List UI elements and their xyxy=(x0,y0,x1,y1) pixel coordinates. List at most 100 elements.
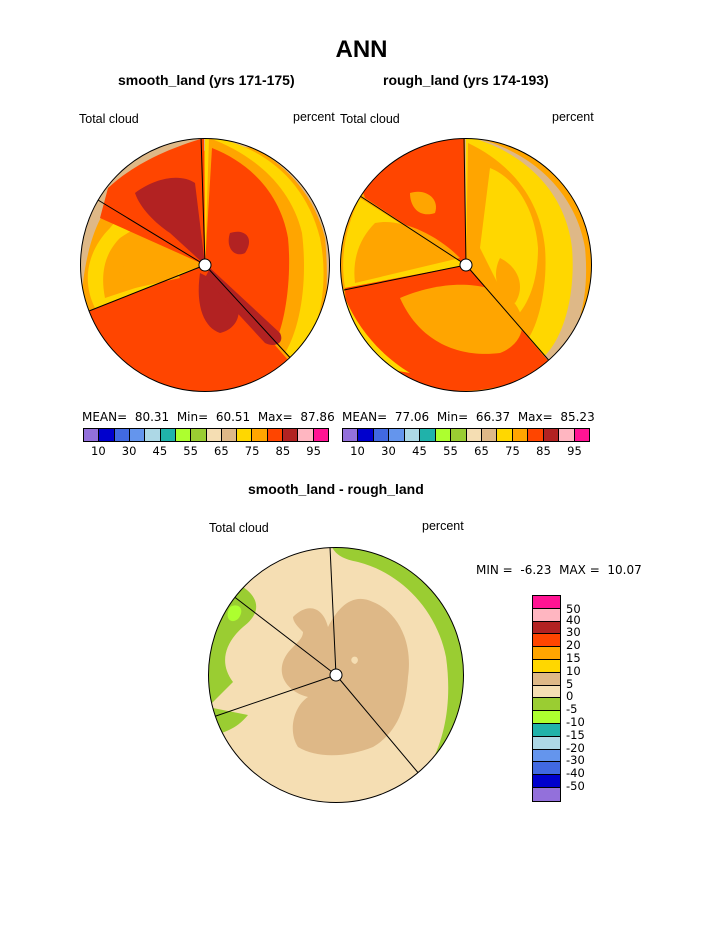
colorbar-swatch xyxy=(404,429,421,441)
colorbar-tick-label: 45 xyxy=(412,444,427,458)
colorbar-swatch xyxy=(114,429,130,441)
colorbar-tick-label: 20 xyxy=(566,638,581,653)
colorbar-swatch xyxy=(129,429,146,441)
colorbar-tick-label: 65 xyxy=(474,444,489,458)
panel-1-mean-label: MEAN= xyxy=(82,410,128,424)
panel-1-mean: 80.31 xyxy=(134,410,170,424)
panel-2-mean: 77.06 xyxy=(394,410,430,424)
panel-2-max: 85.23 xyxy=(560,410,595,424)
colorbar-swatch xyxy=(512,429,529,441)
panel-1-min: 60.51 xyxy=(215,410,251,424)
colorbar-tick-label: -5 xyxy=(566,702,578,717)
colorbar-tick-label: 30 xyxy=(381,444,396,458)
colorbar-swatch xyxy=(533,698,560,712)
panel-1-max: 87.86 xyxy=(300,410,335,424)
panel-1-title: smooth_land (yrs 171-175) xyxy=(118,72,295,88)
diff-title: smooth_land - rough_land xyxy=(248,481,424,497)
colorbar-swatch xyxy=(466,429,482,441)
panel-2-stats: MEAN= 77.06 Min= 66.37 Max= 85.23 xyxy=(342,410,595,424)
colorbar-swatch xyxy=(298,429,314,441)
colorbar-swatch xyxy=(533,723,560,737)
colorbar-tick-label: 50 xyxy=(566,602,581,616)
polar-map-smooth-land xyxy=(80,138,330,392)
colorbar-swatch xyxy=(160,429,176,441)
panel-2-variable-label: Total cloud xyxy=(340,112,400,126)
colorbar-swatch xyxy=(533,787,560,801)
colorbar-swatch xyxy=(175,429,192,441)
colorbar-swatch xyxy=(533,621,560,635)
colorbar-swatch xyxy=(533,749,560,763)
colorbar-swatch xyxy=(206,429,222,441)
polar-map-difference xyxy=(208,547,464,803)
colorbar-swatch xyxy=(533,672,560,686)
colorbar-tick-label: -50 xyxy=(566,779,585,793)
colorbar-swatch xyxy=(528,429,544,441)
colorbar-tick-label: 45 xyxy=(152,444,168,458)
panel-1-variable-label: Total cloud xyxy=(79,112,139,126)
panel-2-mean-label: MEAN= xyxy=(342,410,388,424)
diff-units-label: percent xyxy=(422,519,464,533)
colorbar-tick-label: 5 xyxy=(566,676,574,691)
colorbar-tick-label: -20 xyxy=(566,740,585,755)
colorbar-tick-label: 0 xyxy=(566,689,574,704)
colorbar-swatch xyxy=(84,429,100,441)
colorbar-swatch xyxy=(389,429,405,441)
colorbar-swatch xyxy=(497,429,513,441)
colorbar-swatch xyxy=(145,429,161,441)
diff-stats: MIN = -6.23 MAX = 10.07 xyxy=(476,563,642,577)
diff-max-label: MAX = xyxy=(559,563,600,577)
colorbar-swatch xyxy=(435,429,452,441)
colorbar-tick-label: 55 xyxy=(183,444,198,458)
colorbar-tick-label: 85 xyxy=(275,444,291,458)
diff-min-label: MIN = xyxy=(476,563,513,577)
colorbar-tick-label: 55 xyxy=(443,444,458,458)
colorbar-tick-label: 10 xyxy=(350,444,365,458)
colorbar-swatch xyxy=(373,429,390,441)
panel-1-colorbar xyxy=(83,428,329,442)
colorbar-tick-label: -40 xyxy=(566,766,585,781)
polar-map-rough-land xyxy=(340,138,592,392)
diff-colorbar xyxy=(532,595,561,802)
colorbar-tick-label: 65 xyxy=(214,444,229,458)
colorbar-swatch xyxy=(191,429,207,441)
colorbar-tick-label: 15 xyxy=(566,651,581,665)
colorbar-tick-label: 40 xyxy=(566,612,581,627)
colorbar-tick-label: 95 xyxy=(567,444,582,458)
colorbar-swatch xyxy=(533,634,560,648)
colorbar-tick-label: 85 xyxy=(536,444,551,458)
colorbar-swatch xyxy=(533,608,560,622)
colorbar-swatch xyxy=(533,762,560,776)
colorbar-swatch xyxy=(358,429,374,441)
diff-variable-label: Total cloud xyxy=(209,521,269,535)
colorbar-swatch xyxy=(420,429,436,441)
colorbar-tick-label: -15 xyxy=(566,727,585,742)
colorbar-tick-label: -30 xyxy=(566,753,585,768)
colorbar-swatch xyxy=(543,429,560,441)
colorbar-tick-label: 95 xyxy=(306,444,321,458)
panel-1-stats: MEAN= 80.31 Min= 60.51 Max= 87.86 xyxy=(82,410,335,424)
colorbar-swatch xyxy=(267,429,284,441)
panel-2-min: 66.37 xyxy=(475,410,511,424)
panel-2-colorbar xyxy=(342,428,590,442)
panel-2-max-label: Max= xyxy=(517,410,553,424)
colorbar-swatch xyxy=(252,429,268,441)
colorbar-swatch xyxy=(99,429,115,441)
diff-min: -6.23 xyxy=(520,563,552,577)
colorbar-swatch xyxy=(559,429,575,441)
colorbar-tick-label: 75 xyxy=(244,444,260,458)
colorbar-swatch xyxy=(533,659,560,673)
colorbar-swatch xyxy=(533,736,560,750)
colorbar-tick-label: 10 xyxy=(91,444,106,458)
panel-1-min-label: Min= xyxy=(176,410,209,424)
colorbar-tick-label: 10 xyxy=(566,663,581,678)
colorbar-tick-label: -10 xyxy=(566,715,585,729)
colorbar-swatch xyxy=(221,429,238,441)
panel-2-title: rough_land (yrs 174-193) xyxy=(383,72,549,88)
colorbar-swatch xyxy=(574,429,589,441)
colorbar-swatch xyxy=(237,429,253,441)
colorbar-swatch xyxy=(283,429,299,441)
colorbar-swatch xyxy=(533,596,560,609)
panel-1-max-label: Max= xyxy=(257,410,293,424)
panel-1-units-label: percent xyxy=(293,110,335,124)
colorbar-swatch xyxy=(533,775,560,788)
